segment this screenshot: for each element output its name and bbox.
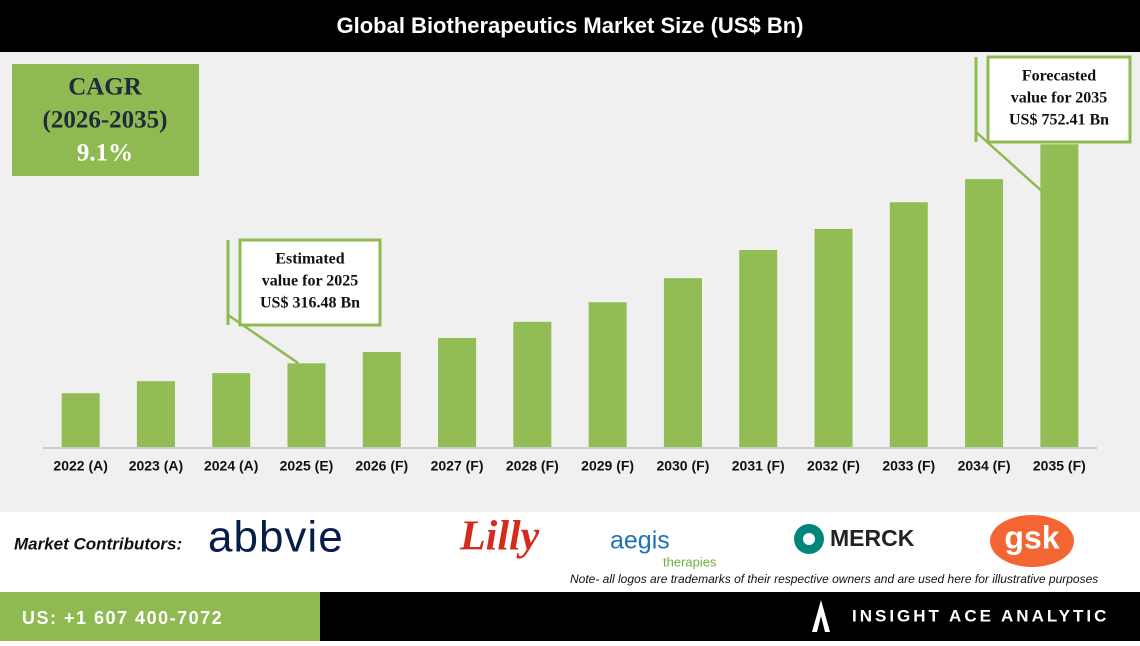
logo-note: Note- all logos are trademarks of their … [570, 572, 1098, 586]
bar [588, 302, 627, 447]
cagr-box [12, 64, 199, 176]
x-tick-label: 2022 (A) [53, 458, 107, 474]
logo-aegis: aegis [610, 527, 670, 555]
x-tick-label: 2030 (F) [656, 458, 709, 474]
cagr-value: 9.1% [77, 140, 133, 167]
x-tick-label: 2032 (F) [807, 458, 860, 474]
callout-box [238, 238, 382, 327]
x-tick-label: 2035 (F) [1033, 458, 1086, 474]
cagr-label: CAGR [68, 74, 143, 101]
x-tick-label: 2024 (A) [204, 458, 258, 474]
callout-text: value for 2035 [1011, 90, 1108, 107]
bar [362, 352, 401, 447]
logo-therapies: therapies [663, 554, 717, 569]
bar [889, 202, 928, 447]
title-bar [0, 0, 1140, 52]
bar [965, 179, 1004, 447]
callout-text: value for 2025 [262, 273, 359, 290]
logo-gsk: gsk [1004, 519, 1059, 555]
footer-phone: US: +1 607 400-7072 [22, 608, 223, 628]
x-tick-label: 2034 (F) [958, 458, 1011, 474]
callout-text: Estimated [275, 251, 344, 268]
bar [513, 321, 552, 447]
chart-title: Global Biotherapeutics Market Size (US$ … [337, 13, 804, 38]
contributors-label: Market Contributors: [14, 534, 182, 553]
bar [739, 249, 778, 447]
footer-brand: INSIGHT ACE ANALYTIC [852, 606, 1109, 625]
x-tick-label: 2027 (F) [431, 458, 484, 474]
x-tick-label: 2033 (F) [882, 458, 935, 474]
callout-text: Forecasted [1022, 68, 1096, 85]
bar [61, 393, 100, 447]
x-tick-label: 2028 (F) [506, 458, 559, 474]
bar [1040, 144, 1079, 447]
x-tick-label: 2025 (E) [280, 458, 334, 474]
x-tick-label: 2023 (A) [129, 458, 183, 474]
merck-icon-center [803, 533, 815, 545]
bar [438, 337, 477, 447]
callout-text: US$ 752.41 Bn [1009, 112, 1109, 129]
bar [663, 278, 702, 447]
brand-icon [812, 600, 830, 632]
x-tick-label: 2031 (F) [732, 458, 785, 474]
logo-lilly: Lilly [459, 514, 540, 560]
callout-box [986, 55, 1132, 144]
cagr-period: (2026-2035) [43, 107, 168, 134]
footer-right [320, 592, 1140, 641]
logo-abbvie: abbvie [208, 513, 344, 562]
x-tick-label: 2026 (F) [355, 458, 408, 474]
x-tick-label: 2029 (F) [581, 458, 634, 474]
bar [136, 381, 175, 447]
bar [212, 373, 251, 447]
footer-left [0, 592, 320, 641]
bar [814, 228, 853, 447]
bar [287, 363, 326, 447]
gsk-icon [990, 515, 1074, 567]
callout-text: US$ 316.48 Bn [260, 295, 360, 312]
logo-merck: MERCK [830, 525, 915, 551]
